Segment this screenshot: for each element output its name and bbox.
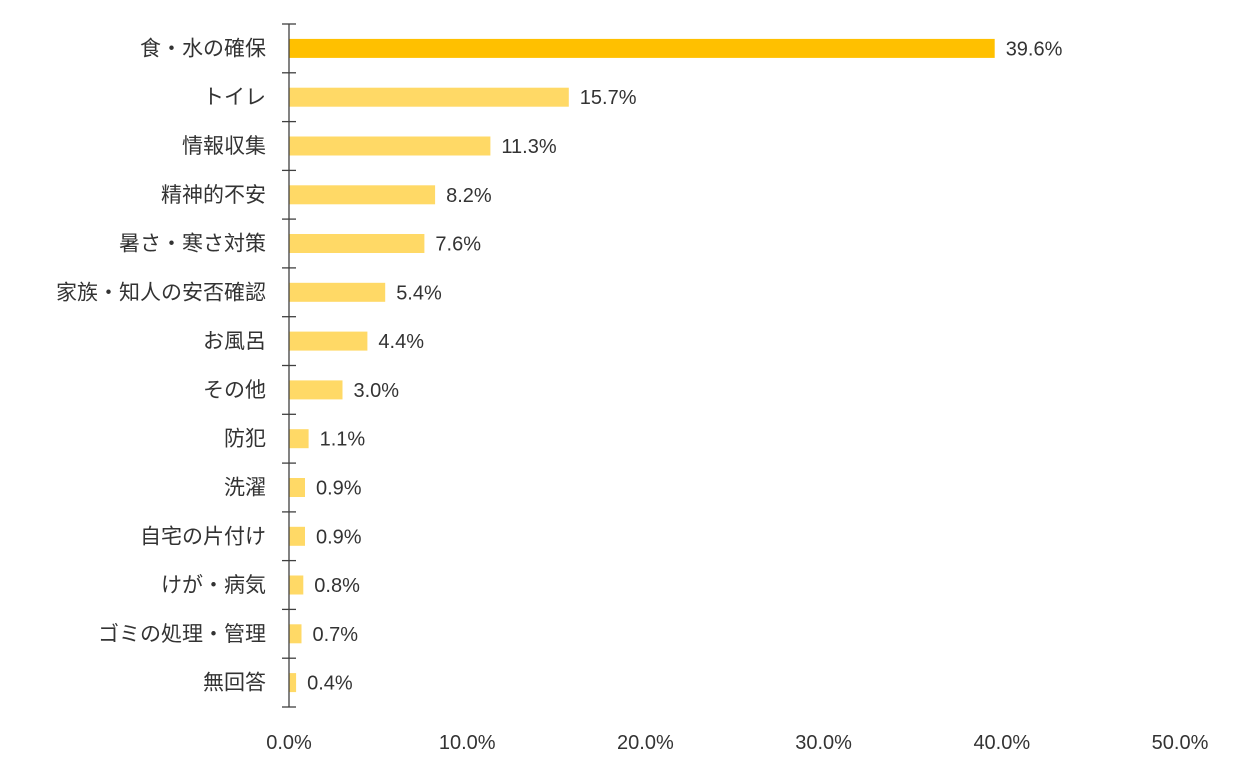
x-tick-label: 10.0% (439, 732, 496, 754)
data-label: 11.3% (501, 136, 556, 158)
bar (289, 185, 436, 205)
bar (289, 575, 304, 595)
bar (289, 429, 309, 449)
category-label: けが・病気 (161, 573, 266, 597)
bar (289, 478, 305, 497)
x-tick-label: 40.0% (973, 732, 1030, 754)
data-label: 39.6% (1006, 38, 1063, 60)
bar (289, 331, 368, 351)
bar (289, 136, 491, 156)
category-label: 精神的不安 (161, 183, 266, 207)
data-label: 7.6% (435, 234, 481, 256)
bars-layer (289, 38, 995, 693)
x-tick-label: 30.0% (795, 732, 852, 754)
data-label: 0.7% (313, 624, 359, 646)
bar (289, 380, 343, 400)
bar (289, 38, 995, 58)
category-label: 家族・知人の安否確認 (56, 280, 266, 304)
category-label: 暑さ・寒さ対策 (119, 232, 266, 256)
category-label: 自宅の片付け (140, 524, 266, 548)
category-label: その他 (203, 378, 266, 402)
category-label: トイレ (203, 85, 266, 109)
category-label: お風呂 (203, 329, 266, 353)
category-label: ゴミの処理・管理 (98, 622, 266, 646)
x-tick-label: 20.0% (617, 732, 674, 754)
data-label: 4.4% (378, 331, 424, 353)
category-label: 防犯 (224, 427, 266, 451)
bar (289, 624, 302, 644)
data-label: 8.2% (446, 185, 492, 207)
data-label: 0.4% (307, 673, 353, 695)
data-label: 15.7% (580, 87, 637, 109)
bar (289, 234, 425, 253)
data-label: 0.8% (314, 575, 360, 597)
labels-layer: 食・水の確保 39.6% トイレ 15.7% 情報収集 11.3% 精神的不安 8.2% 暑さ・… (56, 36, 1209, 754)
data-label: 3.0% (354, 380, 400, 402)
x-tick-label: 0.0% (266, 732, 312, 754)
category-label: 無回答 (203, 671, 266, 695)
category-label: 洗濯 (224, 476, 266, 500)
category-label: 情報収集 (182, 134, 266, 158)
bar (289, 526, 305, 546)
data-label: 0.9% (316, 526, 362, 548)
axes (282, 23, 296, 708)
bar (289, 282, 386, 302)
data-label: 5.4% (396, 282, 442, 304)
bar (289, 673, 297, 693)
data-label: 1.1% (320, 429, 366, 451)
category-label: 食・水の確保 (140, 36, 266, 60)
bar (289, 87, 569, 107)
data-label: 0.9% (316, 478, 362, 500)
x-tick-label: 50.0% (1152, 732, 1209, 754)
